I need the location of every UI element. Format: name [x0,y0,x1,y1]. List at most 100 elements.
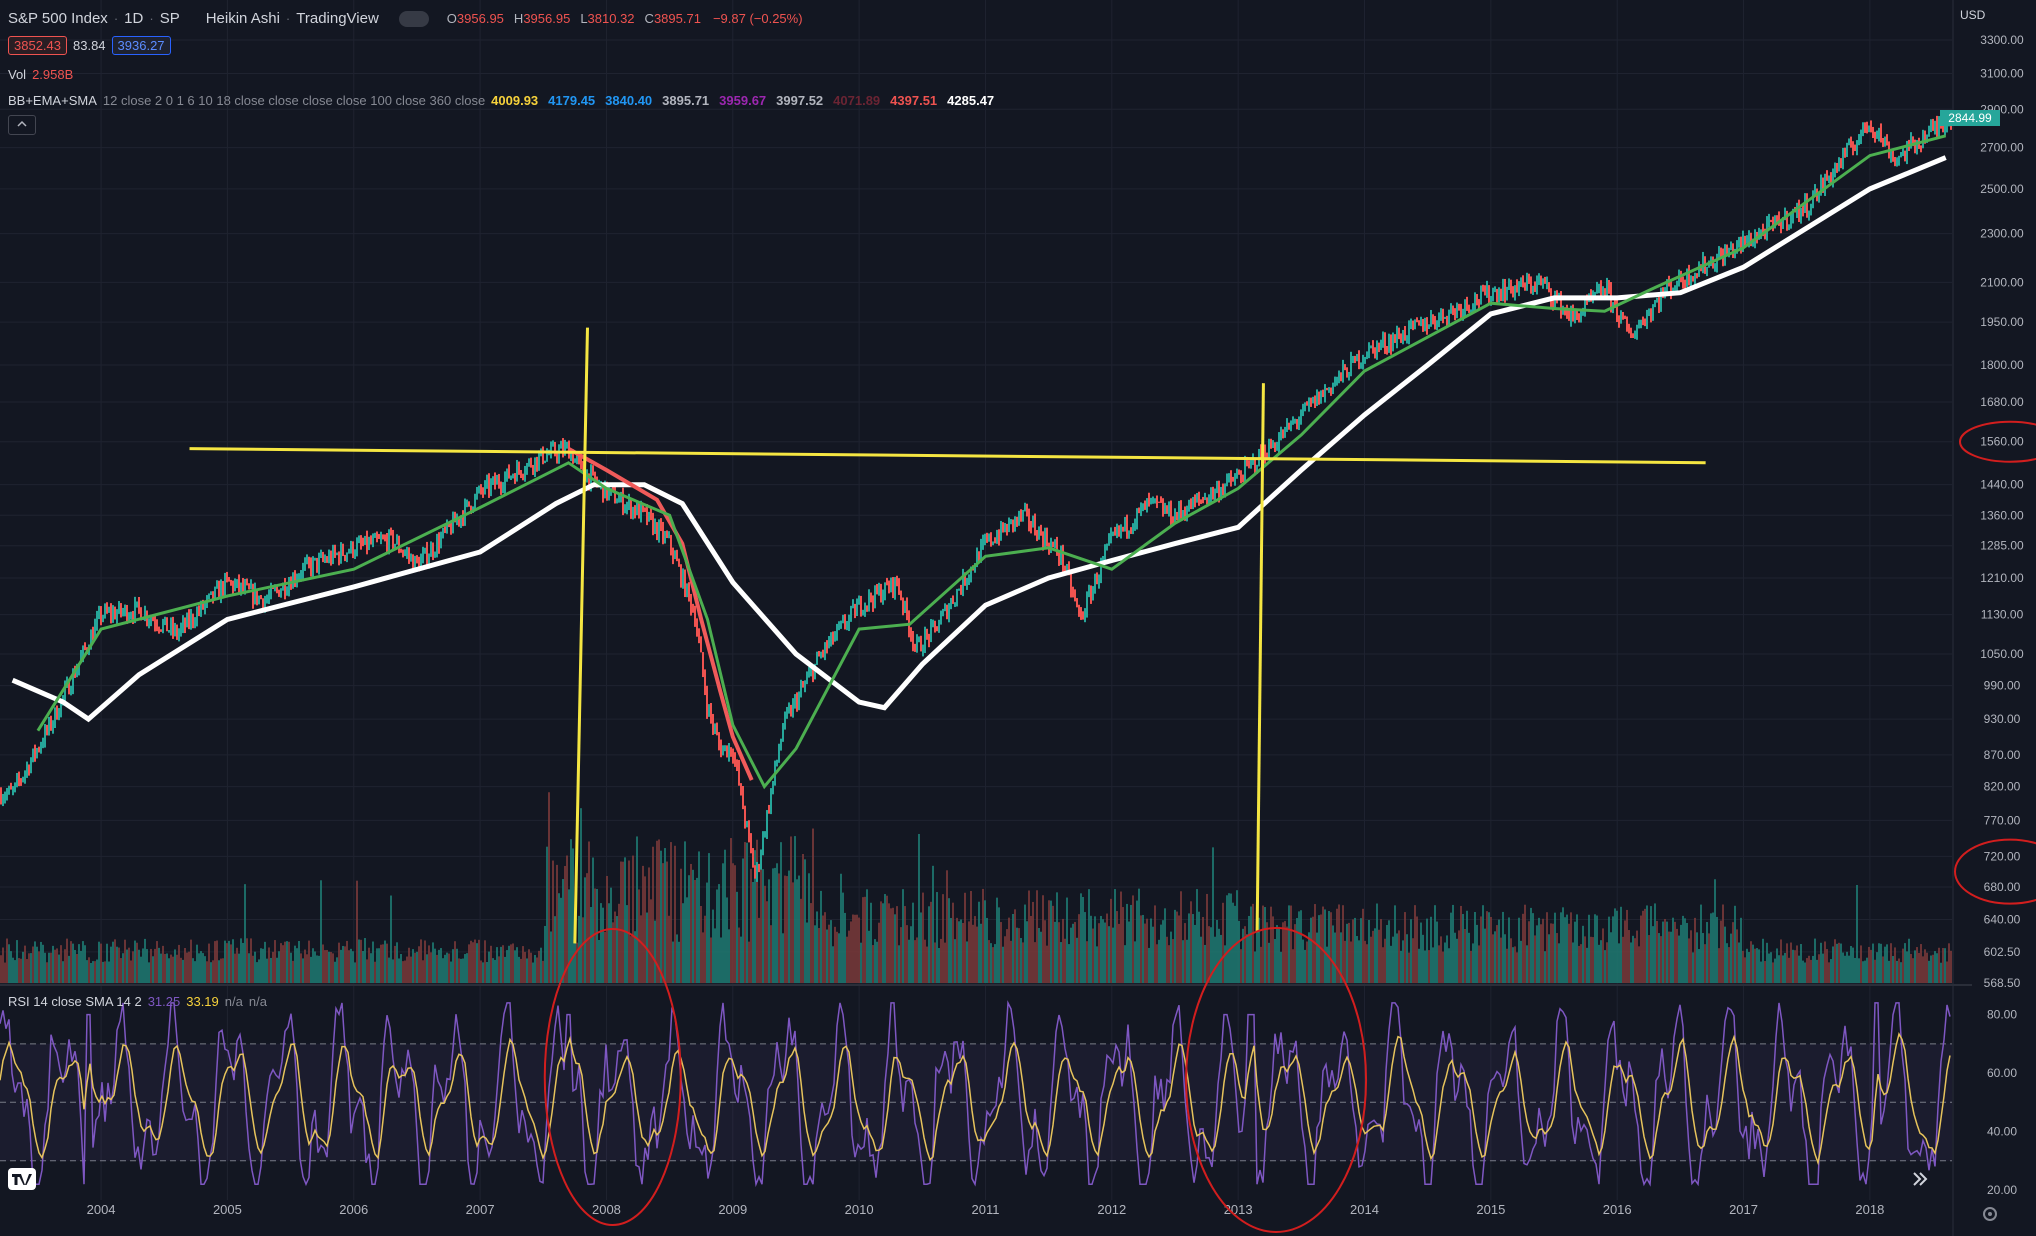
volume-bar [142,948,144,983]
volume-bar [1380,919,1382,983]
current-price-text: 2844.99 [1948,111,1992,125]
chart-style[interactable]: Heikin Ashi [205,10,280,27]
volume-bar [710,937,712,983]
volume-bar [694,880,696,983]
volume-bar [1908,938,1910,983]
volume-bar [1702,933,1704,983]
volume-bar [1260,946,1262,983]
volume-bar [364,938,366,983]
volume-legend[interactable]: Vol 2.958B [8,67,73,82]
volume-bar [118,947,120,983]
volume-bar [1866,957,1868,983]
ohlc-high: 3956.95 [523,11,571,26]
volume-bar [396,942,398,983]
volume-bar [314,951,316,983]
volume-bar [1066,897,1068,983]
volume-bar [1108,926,1110,983]
highlight-1560-circle[interactable] [1959,420,2036,463]
trend-line-drawing[interactable] [573,327,589,944]
price-tick-label: 2500.00 [1980,182,2024,196]
volume-bar [1338,904,1340,983]
volume-bar [1054,921,1056,983]
volume-bar [322,944,324,983]
collapse-legend-button[interactable] [8,115,36,135]
volume-bar [442,958,444,983]
indicator-legend[interactable]: BB+EMA+SMA 12 close 2 0 1 6 10 18 close … [8,93,994,108]
volume-bar [1644,908,1646,983]
rsi-legend[interactable]: RSI 14 close SMA 14 2 31.25 33.19 n/a n/… [8,994,267,1009]
volume-bar [1892,956,1894,983]
volume-bar [428,945,430,983]
volume-bar [532,962,534,983]
volume-bar [534,954,536,983]
volume-bar [800,898,802,983]
trend-line-drawing[interactable] [189,447,1706,465]
volume-bar [1040,931,1042,983]
volume-bar [968,921,970,983]
volume-bar [1132,895,1134,983]
highlight-700-circle[interactable] [1954,838,2036,905]
volume-bar [1202,917,1204,983]
volume-bar [616,916,618,983]
volume-bar [1920,944,1922,983]
ask-price[interactable]: 3936.27 [111,36,171,55]
volume-bar [884,894,886,983]
volume-bar [798,875,800,983]
volume-bar [1248,915,1250,983]
volume-bar [1064,938,1066,983]
trend-line-drawing[interactable] [1255,383,1265,933]
volume-bar [760,864,762,983]
volume-bar [1362,908,1364,983]
volume-bar [1196,889,1198,983]
volume-bar [34,941,36,983]
volume-bar [1786,943,1788,983]
time-axis[interactable]: 2004 2005 2006 2007 2008 2009 2010 2011 2012 2013… [87,1202,1885,1217]
highlight-2008-circle[interactable] [543,928,682,1226]
highlight-2013-circle[interactable] [1185,927,1368,1233]
volume-bar [1394,905,1396,983]
volume-bar [1674,921,1676,983]
symbol-name[interactable]: S&P 500 Index [8,10,108,27]
volume-bar [1522,913,1524,983]
time-tick-label: 2007 [466,1202,495,1217]
volume-bar [1074,922,1076,983]
volume-bar [182,959,184,983]
volume-bar [1464,929,1466,983]
tradingview-logo-icon[interactable] [8,1168,36,1193]
gear-icon[interactable] [1980,1204,2000,1227]
volume-bar [1594,914,1596,983]
volume-bar [60,945,62,983]
volume-bar [1572,942,1574,983]
volume-bar [1684,918,1686,983]
volume-bar [1718,948,1720,983]
market-status-icon[interactable] [398,10,429,27]
currency-label[interactable]: USD [1960,8,1986,22]
volume-bar [848,930,850,983]
volume-bar [944,942,946,983]
volume-bar [1142,914,1144,983]
rsi-ma-line [0,1031,1951,1166]
volume-bar [150,948,152,983]
volume-bar [74,949,76,983]
volume-bar [1614,908,1616,983]
volume-bar [1942,948,1944,983]
volume-bar [1868,946,1870,983]
volume-bar [1876,952,1878,983]
volume-bar [466,953,468,983]
interval[interactable]: 1D [124,10,144,27]
volume-bar [1640,915,1642,983]
volume-bar [242,942,244,983]
double-chevron-right-icon[interactable] [1910,1170,1930,1191]
volume-bar [668,915,670,983]
bid-price[interactable]: 3852.43 [8,36,67,55]
volume-bar [18,958,20,983]
volume-bar [1150,918,1152,983]
volume-bar [1186,939,1188,983]
price-axis[interactable]: 3300.003100.002900.002700.002500.002300.… [1980,33,2024,1197]
volume-bar [882,903,884,983]
price-tick-label: 870.00 [1984,748,2021,762]
volume-bar [1208,926,1210,983]
volume-bar [1378,929,1380,983]
symbol-legend[interactable]: S&P 500 Index · 1D · SP Heikin Ashi · Tr… [8,10,803,27]
